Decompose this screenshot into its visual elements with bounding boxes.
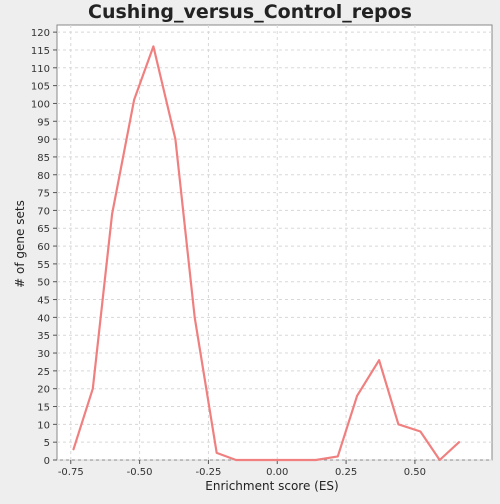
y-tick-label: 10 xyxy=(37,420,50,431)
grid-lines xyxy=(57,25,492,461)
x-tick-label: 0.50 xyxy=(404,467,426,478)
data-point xyxy=(337,455,339,458)
x-tick-label: -0.25 xyxy=(195,467,221,478)
y-tick-label: 75 xyxy=(37,189,50,200)
data-point xyxy=(356,395,358,397)
series-line xyxy=(72,45,461,462)
y-tick-label: 20 xyxy=(37,385,50,396)
y-tick-label: 45 xyxy=(37,296,50,307)
axes: 0 5 10 15 20 25 30 35 40 45 50 55 60 65 70 75 80 85 90 95 10… xyxy=(31,28,426,478)
y-tick-label: 30 xyxy=(37,349,50,360)
data-point xyxy=(397,423,400,426)
y-tick-label: 95 xyxy=(37,117,50,128)
data-point xyxy=(235,459,237,461)
data-point xyxy=(295,459,298,461)
series-layer xyxy=(72,45,461,462)
data-point xyxy=(276,459,279,461)
data-point xyxy=(72,448,75,451)
data-point xyxy=(378,359,380,362)
y-tick-label: 100 xyxy=(31,99,50,110)
x-tick-label: 0.25 xyxy=(335,467,357,478)
y-tick-label: 65 xyxy=(37,224,50,235)
y-tick-label: 120 xyxy=(31,28,50,39)
x-axis-label: Enrichment score (ES) xyxy=(205,479,338,493)
y-tick-label: 35 xyxy=(37,331,50,342)
y-tick-label: 55 xyxy=(37,260,50,271)
y-tick-label: 85 xyxy=(37,153,50,164)
x-tick-label: 0.00 xyxy=(266,467,288,478)
y-tick-label: 60 xyxy=(37,242,50,253)
y-tick-label: 40 xyxy=(37,313,50,324)
y-axis-label: # of gene sets xyxy=(13,200,27,288)
y-tick-label: 0 xyxy=(44,456,50,467)
data-point xyxy=(92,387,94,390)
y-tick-label: 25 xyxy=(37,367,50,378)
y-tick-label: 5 xyxy=(44,438,50,449)
data-point xyxy=(152,45,155,48)
data-point xyxy=(315,459,317,461)
y-tick-label: 90 xyxy=(37,135,50,146)
y-tick-label: 80 xyxy=(37,171,50,182)
data-point xyxy=(215,452,218,454)
data-point xyxy=(257,459,259,461)
plot-area xyxy=(56,24,493,461)
data-point xyxy=(133,99,135,101)
data-point xyxy=(419,430,422,433)
y-tick-label: 70 xyxy=(37,206,50,217)
data-point xyxy=(193,316,196,319)
data-point xyxy=(111,213,113,215)
y-tick-label: 105 xyxy=(31,82,50,93)
y-tick-label: 15 xyxy=(37,403,50,414)
y-tick-label: 115 xyxy=(31,46,50,57)
data-point xyxy=(174,138,177,140)
y-tick-label: 50 xyxy=(37,278,50,289)
chart-title: Cushing_versus_Control_repos xyxy=(88,1,412,23)
x-tick-label: -0.50 xyxy=(127,467,153,478)
data-point xyxy=(438,459,441,461)
y-tick-label: 110 xyxy=(31,64,50,75)
x-tick-label: -0.75 xyxy=(58,467,84,478)
data-point xyxy=(458,441,460,444)
